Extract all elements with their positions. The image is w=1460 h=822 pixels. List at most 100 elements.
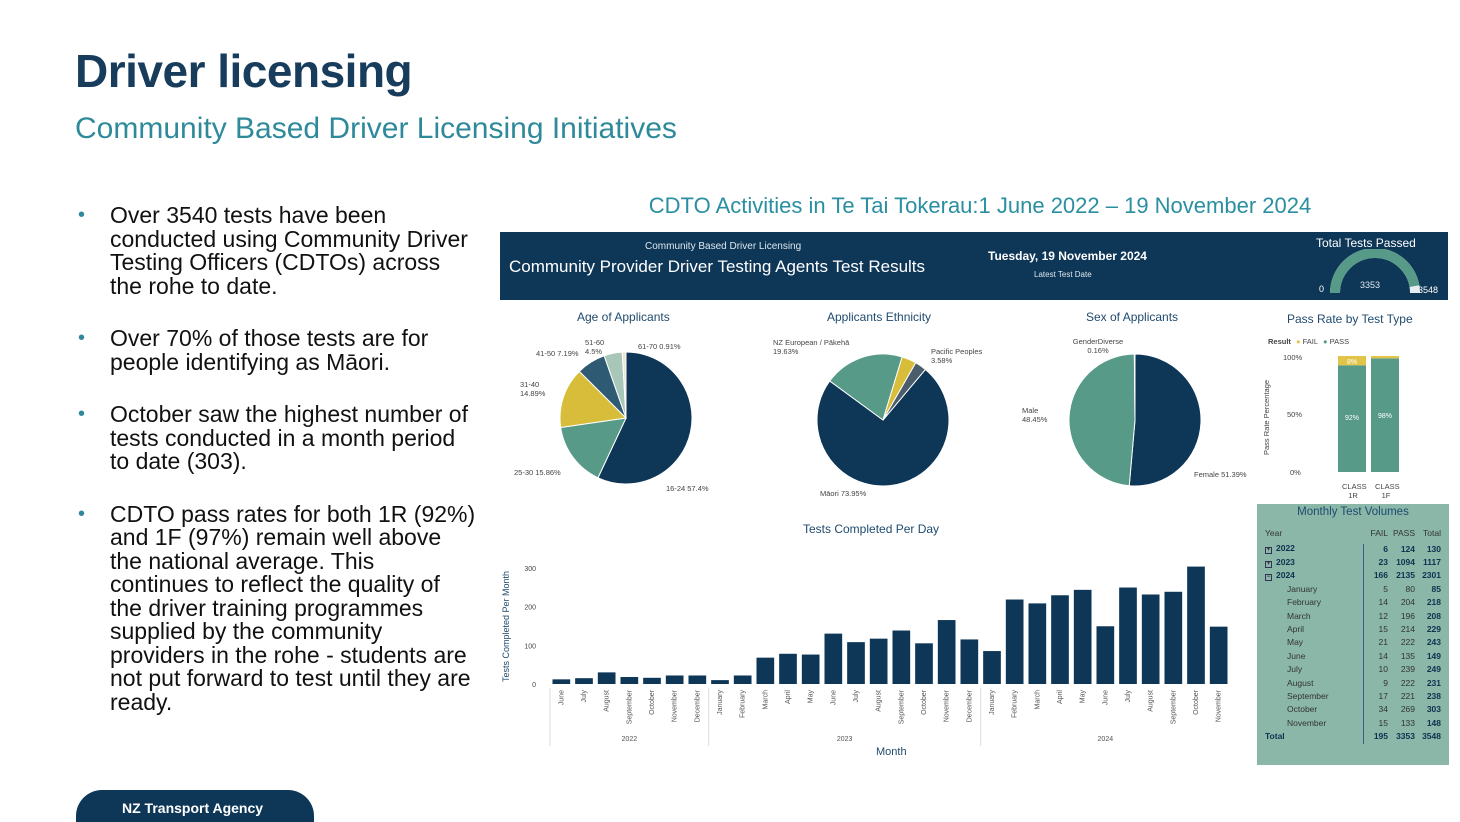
expand-icon[interactable]: + <box>1265 560 1272 568</box>
pie-slice <box>1133 353 1136 421</box>
x-tick: July <box>853 690 860 703</box>
bar <box>1096 626 1115 684</box>
pie-label: GenderDiverse 0.16% <box>1072 337 1124 355</box>
bar <box>733 675 752 684</box>
bar <box>847 642 865 684</box>
x-tick: September <box>1170 689 1177 724</box>
cell-pass: 1094 <box>1396 557 1415 568</box>
table-row-month: May 21 222 243 <box>1257 636 1449 649</box>
cell-total: 85 <box>1431 583 1441 594</box>
x-tick: November <box>944 689 951 722</box>
cell-pass: 204 <box>1400 597 1415 608</box>
pie-label: 31-40 14.89% <box>520 380 546 398</box>
bar <box>801 654 820 684</box>
cell-pass: 135 <box>1400 650 1415 661</box>
table-row-month: June 14 135 149 <box>1257 649 1449 662</box>
cell-fail: 23 <box>1378 557 1388 568</box>
latest-test-date: Tuesday, 19 November 2024 <box>988 249 1147 263</box>
y-tick: 200 <box>524 605 536 612</box>
ethnicity-chart-title: Applicants Ethnicity <box>827 310 932 324</box>
x-tick: December <box>966 689 973 722</box>
cell-pass: 196 <box>1400 610 1415 621</box>
bar-data-label: 8% <box>1347 359 1357 366</box>
y-tick: 0% <box>1290 468 1301 477</box>
bar <box>779 653 797 684</box>
bar <box>1187 566 1205 684</box>
table-row-month: July 10 239 249 <box>1257 663 1449 676</box>
table-row-year[interactable]: +2022 6 124 130 <box>1257 542 1449 555</box>
table-row-month: November 15 133 148 <box>1257 716 1449 729</box>
x-tick: May <box>1080 690 1087 704</box>
cell-pass: 222 <box>1400 637 1415 648</box>
bar <box>620 677 639 684</box>
cell-total: 231 <box>1426 677 1441 688</box>
dashboard-heading: CDTO Activities in Te Tai Tokerau:1 June… <box>648 193 1312 218</box>
cell-total: 249 <box>1426 664 1441 675</box>
cell-fail: 10 <box>1378 664 1388 675</box>
pass-rate-y-axis-label: Pass Rate Percentage <box>1262 379 1271 455</box>
x-tick: May <box>808 690 815 704</box>
cell-total: 1117 <box>1423 557 1441 568</box>
collapse-icon[interactable]: − <box>1265 573 1272 581</box>
cell-fail: 21 <box>1378 637 1388 648</box>
ethnicity-pie-chart <box>816 353 950 487</box>
year-label: 2024 <box>1098 736 1114 743</box>
x-tick: April <box>785 690 792 704</box>
y-tick: 0 <box>532 682 536 689</box>
cell-fail: 14 <box>1378 650 1388 661</box>
bar <box>665 675 684 684</box>
cell-fail: 12 <box>1378 610 1388 621</box>
cell-fail: 14 <box>1378 597 1388 608</box>
cell-pass: 133 <box>1400 717 1415 728</box>
sort-year-header[interactable]: Year <box>1265 528 1283 538</box>
cell-pass: 80 <box>1405 583 1415 594</box>
bullet-dot-icon: • <box>78 204 86 226</box>
bullet-dot-icon: • <box>78 403 86 425</box>
table-row-month: March 12 196 208 <box>1257 609 1449 622</box>
bar <box>1028 603 1047 684</box>
expand-icon[interactable]: + <box>1265 547 1272 555</box>
cell-total: 130 <box>1426 543 1441 554</box>
x-tick: September <box>626 689 633 724</box>
tests-x-axis-label: Month <box>876 746 907 758</box>
cell-pass: 214 <box>1400 624 1415 635</box>
cell-pass: 2135 <box>1396 570 1415 581</box>
cell-total: 208 <box>1426 610 1441 621</box>
pie-slice <box>816 368 950 487</box>
x-tick: January <box>717 690 724 715</box>
gauge-min: 0 <box>1319 284 1324 294</box>
legend-fail-icon: ● <box>1296 337 1301 346</box>
pie-slice <box>829 353 903 421</box>
pass-rate-bar-chart: 8% 92% 98% <box>1338 356 1399 472</box>
x-tick: November <box>1216 689 1223 722</box>
pie-label: Pacific Peoples 3.58% <box>931 347 983 365</box>
table-row-year[interactable]: +2023 23 1094 1117 <box>1257 555 1449 568</box>
x-tick: November <box>672 689 679 722</box>
pie-label: 41-50 7.19% <box>536 349 579 358</box>
header-fail: FAIL <box>1370 528 1388 538</box>
age-pie-chart <box>559 351 693 485</box>
x-tick: December <box>694 689 701 722</box>
footer-brand: NZ Transport Agency <box>122 800 264 816</box>
x-tick: February <box>740 690 747 719</box>
table-row-month: August 9 222 231 <box>1257 676 1449 689</box>
bar <box>1141 594 1160 684</box>
header-total: Total <box>1423 528 1441 538</box>
bar <box>688 675 707 684</box>
cell-fail: 6 <box>1383 543 1388 554</box>
x-tick: March <box>762 690 769 710</box>
cell-fail: 15 <box>1378 717 1388 728</box>
total-tests-passed-label: Total Tests Passed <box>1316 236 1416 250</box>
table-row-month: February 14 204 218 <box>1257 596 1449 609</box>
table-row-month: January 5 80 85 <box>1257 582 1449 595</box>
table-header: Year FAIL PASS Total <box>1257 524 1449 542</box>
legend-fail: ● FAIL <box>1296 337 1319 346</box>
x-tick: October <box>1193 689 1200 715</box>
bar <box>915 643 933 684</box>
page-subtitle: Community Based Driver Licensing Initiat… <box>75 112 677 145</box>
table-row-year[interactable]: −2024 166 2135 2301 <box>1257 569 1449 582</box>
bar-fail <box>1371 356 1399 359</box>
x-tick: June <box>830 690 837 705</box>
cell-total: 2301 <box>1422 570 1441 581</box>
banner-small-title: Community Based Driver Licensing <box>645 241 802 252</box>
